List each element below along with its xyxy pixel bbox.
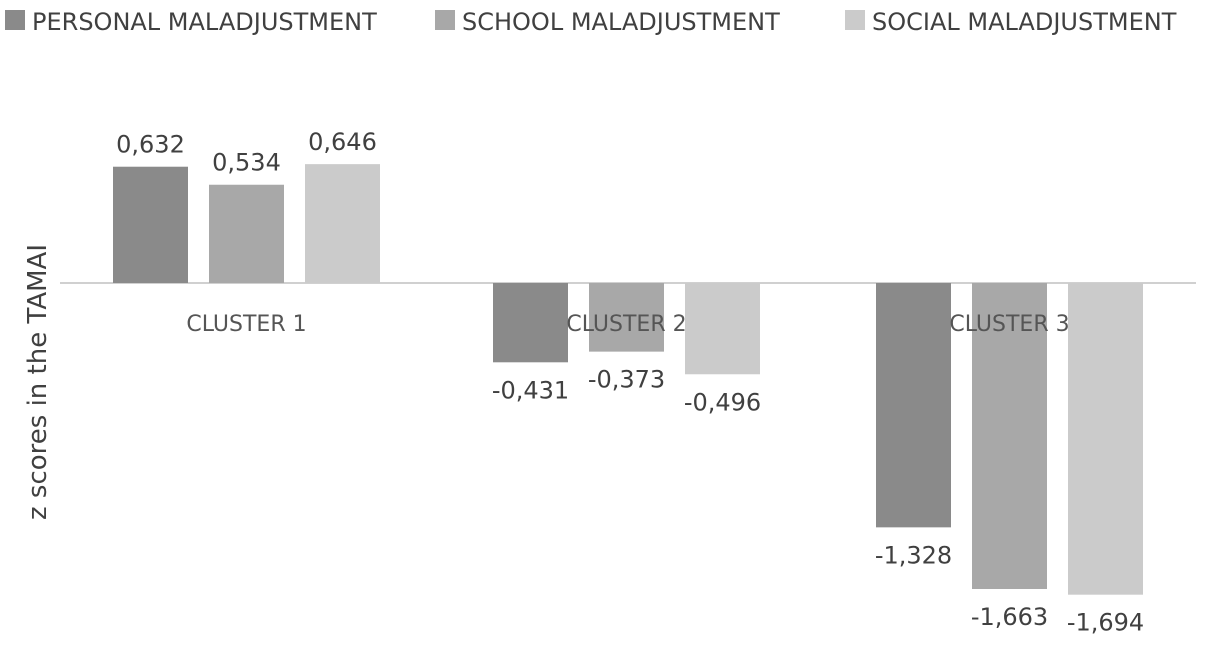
- data-label-3-1: -1,328: [875, 541, 952, 569]
- bar-1-3: [305, 164, 380, 283]
- y-axis-label: z scores in the TAMAI: [23, 244, 53, 520]
- category-label-3: CLUSTER 3: [949, 312, 1069, 337]
- bar-1-1: [113, 166, 188, 283]
- category-label-2: CLUSTER 2: [566, 312, 686, 337]
- category-label-1: CLUSTER 1: [186, 312, 306, 337]
- data-label-2-3: -0,496: [684, 388, 761, 416]
- bar-1-2: [209, 184, 284, 283]
- data-label-3-3: -1,694: [1067, 609, 1144, 637]
- legend-label: PERSONAL MALADJUSTMENT: [32, 8, 377, 36]
- bar-3-2: [972, 283, 1047, 589]
- bar-2-2: [589, 283, 664, 352]
- bar-2-3: [685, 283, 760, 375]
- data-label-1-2: 0,534: [212, 149, 281, 177]
- legend-item-1: PERSONAL MALADJUSTMENT: [5, 8, 377, 36]
- bar-3-3: [1068, 283, 1143, 595]
- bar-3-1: [876, 283, 951, 528]
- bar-2-1: [493, 283, 568, 363]
- data-label-1-3: 0,646: [308, 128, 377, 156]
- data-label-3-2: -1,663: [971, 603, 1048, 631]
- data-label-2-2: -0,373: [588, 366, 665, 394]
- data-label-2-1: -0,431: [492, 376, 569, 404]
- category-labels: CLUSTER 1 CLUSTER 2 CLUSTER 3: [186, 312, 1069, 337]
- legend-label: SCHOOL MALADJUSTMENT: [462, 8, 780, 36]
- legend: PERSONAL MALADJUSTMENT SCHOOL MALADJUSTME…: [5, 8, 1177, 36]
- legend-swatch: [5, 10, 25, 30]
- legend-item-2: SCHOOL MALADJUSTMENT: [435, 8, 780, 36]
- data-label-1-1: 0,632: [116, 131, 185, 159]
- bars-group: [113, 164, 1143, 595]
- legend-swatch: [845, 10, 865, 30]
- legend-label: SOCIAL MALADJUSTMENT: [872, 8, 1177, 36]
- legend-swatch: [435, 10, 455, 30]
- data-labels: 0,632 0,534 0,646 -0,431 -0,373 -0,496 -1,328 -…: [116, 128, 1144, 637]
- legend-item-3: SOCIAL MALADJUSTMENT: [845, 8, 1177, 36]
